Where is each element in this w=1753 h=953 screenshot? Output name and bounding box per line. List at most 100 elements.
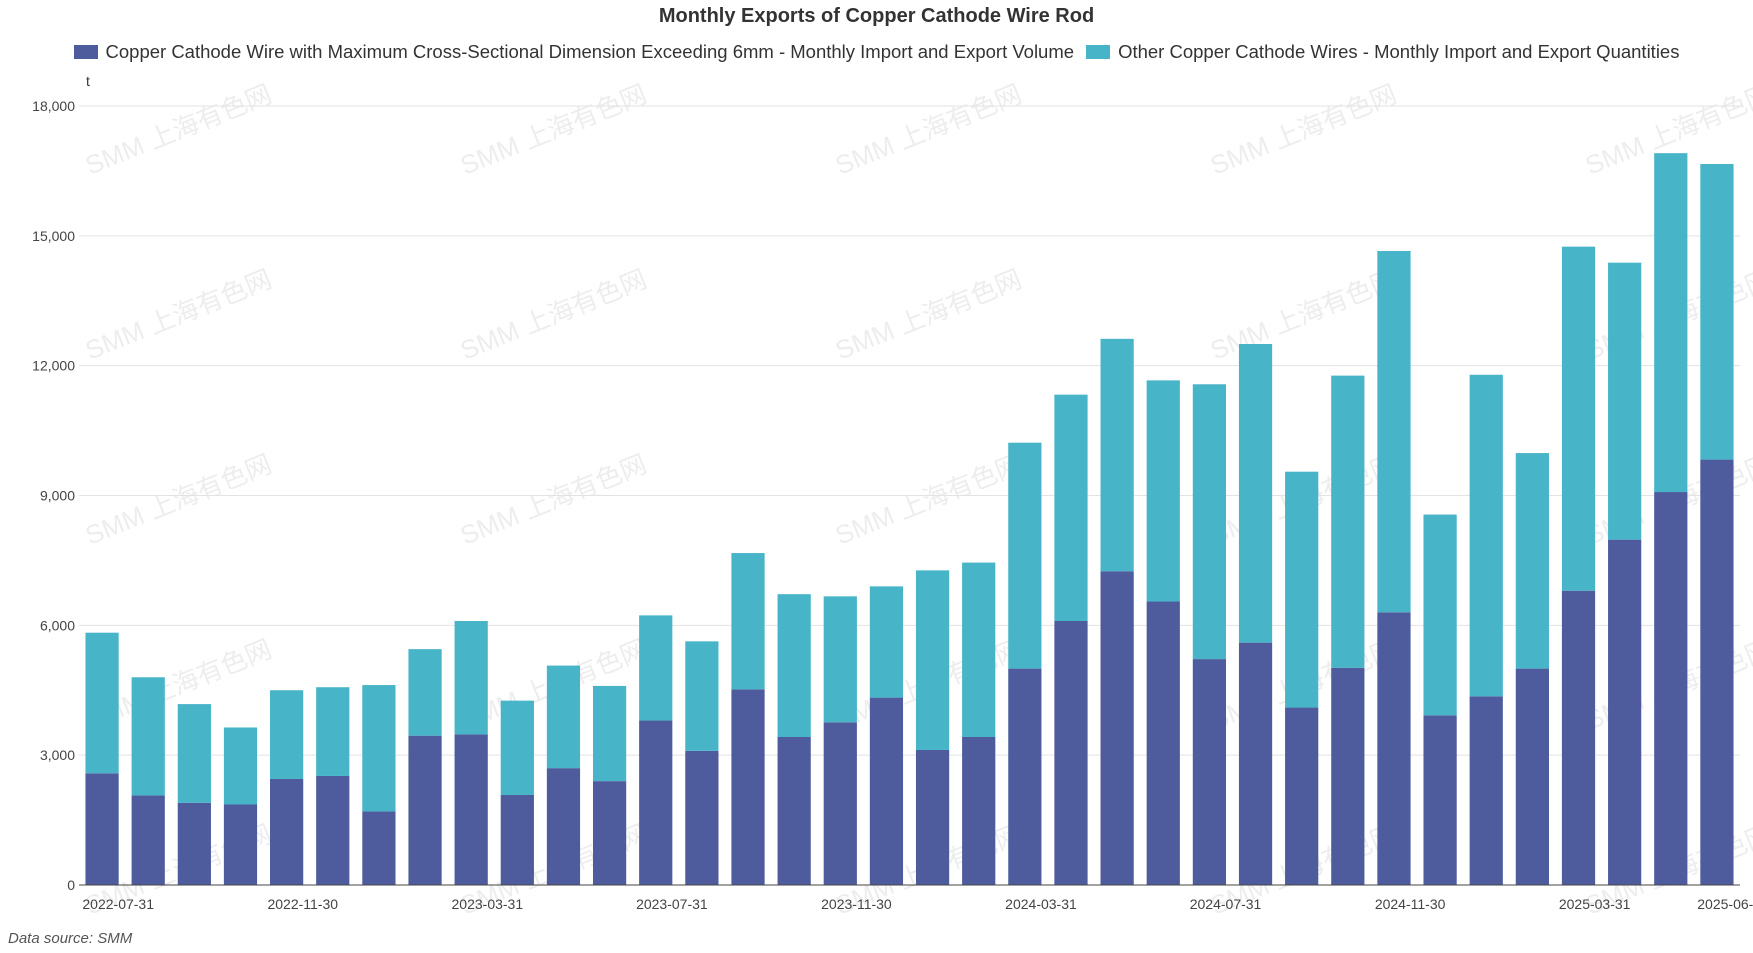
bar-series-1 — [1515, 668, 1549, 885]
bar-series-2 — [1469, 374, 1503, 697]
watermark-text: SMM 上海有色网 — [81, 449, 276, 551]
bar-series-1 — [131, 795, 165, 885]
legend-swatch-series-1 — [73, 45, 98, 59]
bar-series-2 — [731, 553, 765, 690]
bar-series-1 — [777, 736, 811, 885]
bar-series-2 — [1100, 338, 1134, 572]
bar-series-2 — [1700, 163, 1734, 460]
bar-series-2 — [316, 687, 350, 776]
bar-series-2 — [639, 615, 673, 721]
bar-series-2 — [500, 700, 534, 795]
bar-series-2 — [1192, 384, 1227, 660]
bar-series-2 — [1654, 153, 1688, 493]
watermark-text: SMM 上海有色网 — [831, 79, 1026, 181]
bar-series-1 — [1100, 571, 1134, 885]
watermark-text: SMM 上海有色网 — [81, 79, 276, 181]
bar-series-2 — [1515, 453, 1549, 669]
bar-series-1 — [177, 802, 211, 885]
x-tick-label: 2025-03-31 — [1559, 896, 1631, 912]
bar-series-1 — [500, 794, 534, 885]
bar-series-1 — [639, 720, 673, 885]
watermark-text: SMM 上海有色网 — [456, 79, 651, 181]
y-tick-label: 0 — [67, 877, 75, 893]
bar-series-2 — [546, 665, 581, 769]
legend-swatch-series-2 — [1086, 45, 1111, 59]
bar-series-1 — [85, 773, 119, 885]
bar-series-1 — [546, 768, 581, 885]
watermark-text: SMM 上海有色网 — [831, 264, 1026, 366]
chart-title: Monthly Exports of Copper Cathode Wire R… — [658, 5, 1095, 27]
bar-series-2 — [131, 677, 165, 796]
y-tick-label: 9,000 — [40, 488, 75, 504]
bar-series-2 — [1285, 471, 1319, 708]
y-tick-label: 12,000 — [32, 358, 75, 374]
bar-series-2 — [1238, 344, 1273, 643]
bar-series-2 — [869, 586, 904, 698]
watermark-text: SMM 上海有色网 — [1206, 79, 1401, 181]
bar-series-2 — [1331, 375, 1365, 668]
bar-series-1 — [1700, 459, 1734, 885]
bar-series-1 — [731, 689, 765, 885]
x-tick-label: 2023-11-30 — [821, 896, 892, 912]
bar-series-1 — [1238, 642, 1273, 885]
bar-series-2 — [362, 685, 396, 812]
x-tick-label: 2024-03-31 — [1005, 896, 1077, 912]
bar-series-1 — [915, 749, 950, 885]
bar-series-1 — [1469, 696, 1503, 885]
x-tick-label: 2023-07-31 — [636, 896, 708, 912]
watermark-text: SMM 上海有色网 — [456, 264, 651, 366]
bar-series-2 — [1377, 250, 1411, 613]
bar-series-2 — [685, 641, 719, 751]
bar-series-1 — [1654, 492, 1688, 885]
bar-series-1 — [316, 775, 350, 885]
bar-series-2 — [1054, 394, 1088, 622]
bar-series-1 — [962, 736, 996, 885]
bar-series-2 — [408, 649, 442, 736]
bar-series-2 — [85, 632, 119, 774]
x-tick-label: 2022-11-30 — [267, 896, 338, 912]
bar-series-2 — [823, 596, 857, 723]
legend: Copper Cathode Wire with Maximum Cross-S… — [0, 41, 1753, 63]
bar-layer — [85, 153, 1734, 885]
bar-series-2 — [1008, 442, 1042, 669]
y-axis-unit: t — [86, 73, 90, 89]
legend-label-series-2: Other Copper Cathode Wires - Monthly Imp… — [1118, 41, 1680, 62]
bar-series-1 — [408, 735, 442, 885]
bar-series-2 — [177, 704, 211, 803]
x-tick-label: 2025-06-30 — [1697, 896, 1753, 912]
bar-series-1 — [362, 811, 396, 885]
bar-series-1 — [1192, 659, 1227, 885]
bar-series-2 — [270, 690, 304, 779]
bar-series-2 — [1608, 262, 1642, 540]
bar-series-1 — [1423, 715, 1457, 885]
bar-series-1 — [869, 697, 904, 885]
bar-series-2 — [1146, 380, 1180, 602]
bar-series-1 — [1377, 612, 1411, 885]
bar-series-1 — [223, 804, 258, 885]
x-tick-label: 2024-07-31 — [1190, 896, 1262, 912]
bar-series-2 — [454, 621, 488, 735]
data-source-note: Data source: SMM — [8, 930, 133, 947]
y-tick-label: 6,000 — [40, 617, 75, 633]
bar-series-1 — [1008, 668, 1042, 885]
y-tick-label: 18,000 — [32, 98, 75, 114]
bar-series-1 — [823, 722, 857, 885]
bar-series-1 — [270, 778, 304, 885]
x-tick-label: 2024-11-30 — [1375, 896, 1446, 912]
y-tick-label: 3,000 — [40, 747, 75, 763]
bar-series-2 — [592, 685, 627, 782]
bar-series-1 — [1054, 621, 1088, 885]
bar-series-2 — [962, 562, 996, 737]
legend-item-series-2[interactable]: Other Copper Cathode Wires - Monthly Imp… — [1086, 41, 1679, 63]
bar-series-2 — [1423, 514, 1457, 716]
watermark-text: SMM 上海有色网 — [81, 264, 276, 366]
bar-series-2 — [777, 594, 811, 737]
bar-series-1 — [1331, 667, 1365, 885]
bar-series-1 — [1608, 539, 1642, 885]
watermark-text: SMM 上海有色网 — [831, 449, 1026, 551]
bar-series-1 — [1285, 707, 1319, 885]
chart-plot: SMM 上海有色网 SMM 上海有色网 SMM 上海有色网 SMM 上海有色网 SMM … — [32, 73, 1753, 921]
bar-series-2 — [223, 727, 258, 805]
bar-series-1 — [454, 734, 488, 885]
legend-item-series-1[interactable]: Copper Cathode Wire with Maximum Cross-S… — [73, 41, 1074, 63]
